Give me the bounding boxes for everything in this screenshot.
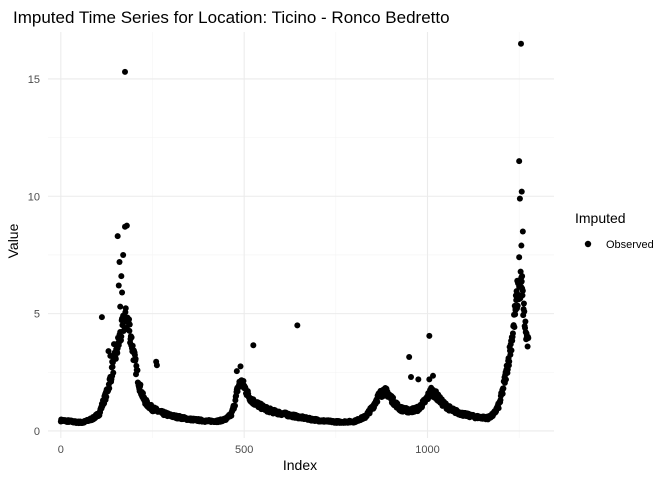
data-point <box>495 405 502 412</box>
y-tick-label: 5 <box>34 309 40 321</box>
data-point-outlier <box>519 228 526 235</box>
data-point-outlier <box>294 322 301 329</box>
data-point <box>522 318 529 325</box>
x-axis-title: Index <box>283 457 317 473</box>
data-point <box>525 334 532 341</box>
data-point <box>374 398 381 405</box>
data-point-outlier <box>119 289 126 296</box>
y-tick-label: 15 <box>28 74 40 86</box>
x-tick-label: 500 <box>235 444 253 456</box>
data-point-outlier <box>516 195 523 202</box>
data-point <box>520 300 527 307</box>
data-point <box>519 287 526 294</box>
data-point <box>110 369 117 376</box>
data-point-outlier <box>406 354 413 361</box>
legend-label-observed: Observed <box>606 239 654 251</box>
data-point-outlier <box>250 342 257 349</box>
data-point-outlier <box>115 282 122 289</box>
data-point <box>232 402 238 409</box>
data-point <box>506 358 513 365</box>
data-point <box>118 333 125 340</box>
data-point-outlier <box>109 358 116 365</box>
data-point <box>126 321 133 328</box>
data-point <box>508 347 515 354</box>
data-point-outlier <box>408 373 414 380</box>
data-point <box>518 278 525 285</box>
legend: Imputed Observed <box>575 210 654 251</box>
legend-title: Imputed <box>575 210 626 226</box>
data-point <box>109 363 116 370</box>
y-tick-label: 10 <box>28 191 40 203</box>
y-axis-title: Value <box>5 223 21 258</box>
data-point-outlier <box>519 273 526 280</box>
data-point-outlier <box>116 258 123 265</box>
data-point <box>134 367 141 374</box>
data-point-outlier <box>426 332 433 339</box>
data-point <box>132 355 139 362</box>
data-point <box>128 334 135 341</box>
data-point <box>519 292 526 299</box>
data-point-outlier <box>111 341 117 348</box>
data-point-outlier <box>233 368 240 375</box>
data-point-outlier <box>237 363 244 370</box>
data-point <box>500 385 507 392</box>
grid <box>48 32 554 438</box>
data-point-outlier <box>122 68 128 75</box>
y-tick-labels: 0 5 10 15 <box>28 74 40 438</box>
data-point-outlier <box>415 376 422 383</box>
data-point <box>122 305 129 312</box>
data-point <box>114 349 121 356</box>
data-point-outlier <box>153 362 160 369</box>
y-tick-label: 0 <box>34 426 40 438</box>
data-point-outlier <box>120 251 127 258</box>
x-tick-labels: 0 500 1000 <box>58 444 440 456</box>
x-tick-label: 1000 <box>415 444 439 456</box>
data-point-outlier <box>430 372 436 379</box>
data-point <box>137 381 144 388</box>
data-point <box>390 394 397 401</box>
data-point <box>126 316 133 323</box>
data-point <box>511 324 518 331</box>
data-point <box>524 343 531 350</box>
data-point <box>502 376 509 383</box>
data-point-outlier <box>514 277 521 284</box>
data-point-outlier <box>516 158 523 165</box>
data-point-outlier <box>105 348 112 355</box>
data-points <box>57 40 532 427</box>
data-point-outlier <box>516 254 523 261</box>
data-point <box>521 308 528 315</box>
data-point-outlier <box>107 352 114 359</box>
data-point-outlier <box>114 233 121 240</box>
data-point-outlier <box>117 303 124 310</box>
data-point <box>129 342 136 349</box>
legend-key-observed <box>584 240 592 248</box>
x-tick-label: 0 <box>58 444 64 456</box>
data-point-outlier <box>518 242 525 249</box>
data-point <box>106 385 113 392</box>
chart-title: Imputed Time Series for Location: Ticino… <box>13 8 450 27</box>
data-point <box>126 327 133 334</box>
data-point <box>509 330 516 337</box>
data-point-outlier <box>118 273 125 280</box>
data-point-outlier <box>518 40 524 47</box>
data-point-outlier <box>518 188 525 195</box>
data-point-outlier <box>122 223 128 230</box>
data-point-outlier <box>98 314 105 321</box>
data-point <box>499 390 506 397</box>
data-point <box>103 393 110 400</box>
data-point-outlier <box>512 305 519 312</box>
